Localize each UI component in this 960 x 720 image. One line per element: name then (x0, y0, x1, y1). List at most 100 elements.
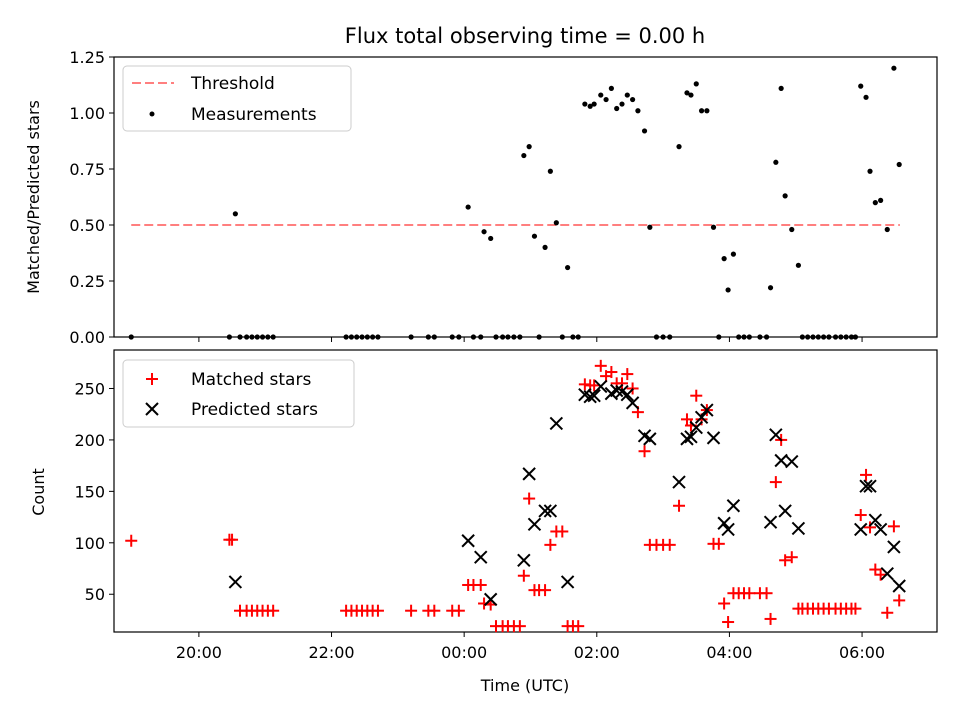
measurement-point (863, 94, 869, 100)
measurement-point (565, 264, 571, 271)
measurement-point (128, 334, 134, 340)
measurement-point (660, 334, 666, 340)
matched-star-point (556, 525, 569, 538)
predicted-star-point (700, 403, 714, 417)
measurement-point (843, 334, 849, 340)
measurement-point (270, 334, 276, 340)
predicted-star-point (706, 431, 721, 445)
matched-star-point (854, 509, 867, 522)
legend-predicted-label: Predicted stars (191, 400, 318, 420)
matched-star-point (517, 569, 530, 582)
bottom-x-ticks: 20:00 22:00 00:00 02:00 04:00 06:00 (176, 632, 885, 662)
measurement-point (449, 334, 455, 340)
measurement-point (710, 224, 717, 230)
measurement-point (884, 226, 890, 233)
matched-star-point (680, 413, 693, 426)
measurement-point (746, 334, 752, 340)
measurement-point (591, 101, 597, 107)
matched-star-point (849, 602, 862, 615)
matched-star-point (779, 554, 792, 567)
measurement-point (810, 334, 816, 340)
measurement-point (259, 334, 266, 340)
measurement-point (598, 92, 604, 98)
measurement-point (619, 101, 625, 107)
measurement-point (587, 103, 593, 109)
measurement-point (736, 334, 742, 340)
x-axis-label: Time (UTC) (480, 676, 569, 695)
measurement-point (867, 168, 873, 174)
measurement-point (465, 204, 471, 210)
matched-star-point (743, 587, 756, 600)
measurement-point (526, 144, 532, 150)
measurement-point (582, 101, 588, 107)
matched-star-point (769, 476, 782, 489)
measurement-point (359, 334, 365, 340)
matched-star-point (712, 537, 725, 550)
matched-star-point (869, 563, 882, 576)
predicted-star-point (868, 513, 883, 527)
measurement-point (848, 334, 855, 340)
measurement-point (431, 334, 437, 340)
measurement-point (408, 334, 414, 340)
measurement-point (559, 334, 565, 340)
predicted-star-point (726, 499, 741, 513)
predicted-star-point (609, 383, 624, 398)
predicted-star-point (859, 479, 873, 493)
predicted-star-point (791, 521, 806, 536)
matched-star-point (760, 587, 773, 600)
predicted-star-point (863, 479, 877, 493)
measurement-point (542, 244, 548, 250)
matched-star-point (615, 377, 628, 390)
matched-star-point (513, 620, 526, 633)
bottom-y-tick-label: 100 (74, 534, 105, 553)
legend-measurements-swatch (149, 111, 155, 117)
predicted-star-point (620, 387, 635, 402)
matched-star-point (371, 604, 384, 617)
measurement-point (716, 334, 722, 340)
measurement-point (575, 334, 581, 340)
matched-star-point (428, 604, 441, 617)
measurement-point (684, 90, 690, 96)
bottom-x-tick-label: 20:00 (176, 643, 222, 662)
predicted-star-point (560, 575, 575, 589)
legend-predicted-swatch (145, 402, 159, 416)
predicted-star-point (643, 432, 657, 446)
top-y-tick-label: 0.50 (69, 216, 105, 235)
measurement-point (232, 211, 238, 217)
bottom-legend: Matched stars Predicted stars (122, 359, 355, 428)
bottom-y-tick-label: 50 (85, 585, 105, 604)
top-x-ticks (198, 337, 863, 342)
measurement-point (481, 229, 487, 235)
measurement-point (763, 334, 770, 340)
measurement-point (698, 108, 705, 114)
predicted-star-point (680, 432, 694, 446)
predicted-star-point (522, 467, 536, 481)
measurement-point (630, 96, 636, 103)
measurement-point (517, 334, 523, 340)
measurement-point (704, 108, 710, 114)
predicted-star-point (625, 396, 640, 410)
bottom-marks (125, 359, 906, 633)
measurement-point (782, 193, 788, 199)
measurement-point (511, 334, 517, 340)
measurement-point (667, 334, 673, 340)
measurement-point (838, 334, 844, 340)
matched-star-point (722, 616, 735, 629)
predicted-star-point (774, 453, 788, 468)
predicted-star-point (717, 516, 731, 530)
predicted-star-point (689, 420, 703, 435)
matched-star-point (452, 604, 465, 617)
measurement-point (425, 334, 431, 340)
measurement-point (826, 334, 832, 340)
bottom-panel: 50 100 150 200 250 20:00 22:00 00:00 02:00 04:00… (29, 349, 938, 695)
measurement-point (832, 334, 839, 340)
top-y-ticks: 0.00 0.25 0.50 0.75 1.00 1.25 (69, 48, 114, 347)
top-y-tick-label: 0.75 (69, 160, 105, 179)
measurement-point (872, 200, 878, 206)
measurement-point (641, 128, 648, 134)
measurement-point (608, 85, 614, 91)
matched-star-point (718, 597, 731, 610)
measurement-point (348, 334, 355, 340)
bottom-x-tick-label: 00:00 (441, 643, 487, 662)
predicted-star-point (587, 388, 601, 403)
